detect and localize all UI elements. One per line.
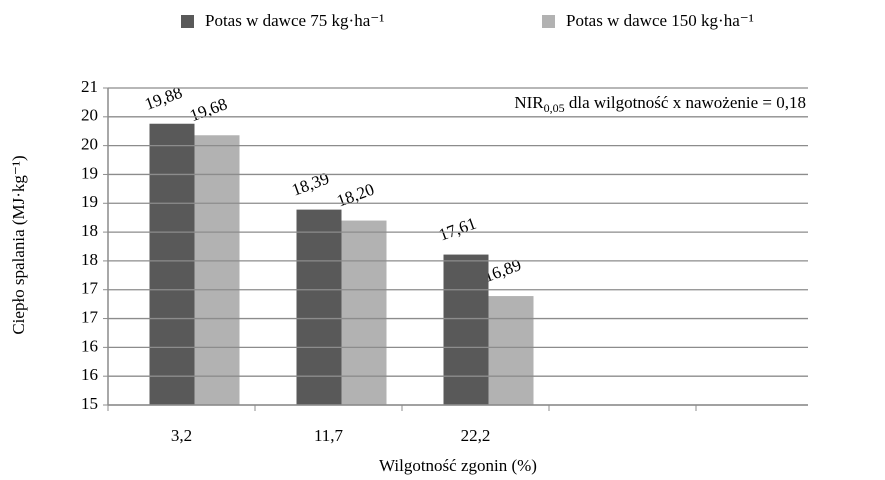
annotation-sub: 0,05 (544, 101, 565, 115)
y-tick-label: 17 (81, 307, 99, 326)
data-label: 18,20 (334, 180, 376, 211)
annotation-tail: dla wilgotność x nawożenie = 0,18 (565, 93, 806, 112)
data-label: 17,61 (436, 214, 478, 245)
legend-label: Potas w dawce 150 kg·ha⁻¹ (566, 11, 754, 30)
bar (296, 209, 342, 405)
legend-swatch (542, 15, 555, 28)
y-tick-label: 21 (81, 77, 98, 96)
y-tick-label: 15 (81, 394, 98, 413)
bar (488, 296, 534, 405)
data-label: 18,39 (289, 169, 331, 200)
x-axis-title: Wilgotność zgonin (%) (379, 456, 537, 475)
bar (443, 254, 489, 405)
data-label: 19,68 (187, 94, 229, 125)
y-tick-label: 19 (81, 163, 98, 182)
y-tick-label: 16 (81, 336, 98, 355)
y-tick-label: 16 (81, 365, 98, 384)
y-tick-label: 20 (81, 106, 98, 125)
bar (341, 220, 387, 405)
annotation: NIR0,05 dla wilgotność x nawożenie = 0,1… (514, 93, 806, 115)
bar (149, 123, 195, 405)
y-axis-title: Ciepło spalania (MJ·kg⁻¹) (9, 155, 28, 334)
y-tick-label: 18 (81, 250, 98, 269)
y-tick-label: 18 (81, 221, 98, 240)
y-tick-label: 19 (81, 192, 98, 211)
legend-label: Potas w dawce 75 kg·ha⁻¹ (205, 11, 384, 30)
y-tick-label: 17 (81, 279, 99, 298)
x-tick-label: 22,2 (461, 426, 491, 445)
y-tick-label: 20 (81, 135, 98, 154)
x-tick-label: 3,2 (171, 426, 192, 445)
x-tick-label: 11,7 (314, 426, 344, 445)
bar (194, 135, 240, 405)
legend-swatch (181, 15, 194, 28)
annotation-main: NIR (514, 93, 544, 112)
